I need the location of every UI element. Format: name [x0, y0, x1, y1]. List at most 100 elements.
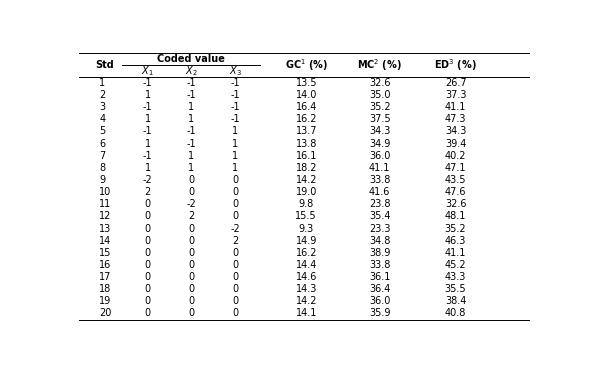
- Text: 38.9: 38.9: [369, 248, 390, 258]
- Text: 15.5: 15.5: [295, 211, 317, 221]
- Text: 0: 0: [232, 297, 238, 306]
- Text: 0: 0: [188, 175, 195, 185]
- Text: 1: 1: [232, 139, 238, 149]
- Text: -1: -1: [230, 90, 240, 100]
- Text: 14.9: 14.9: [295, 236, 317, 246]
- Text: 13.7: 13.7: [295, 126, 317, 137]
- Text: 14.1: 14.1: [295, 309, 317, 319]
- Text: 34.8: 34.8: [369, 236, 390, 246]
- Text: 2: 2: [188, 211, 195, 221]
- Text: 41.1: 41.1: [445, 102, 466, 112]
- Text: 2: 2: [100, 90, 106, 100]
- Text: 3: 3: [100, 102, 106, 112]
- Text: 1: 1: [232, 151, 238, 161]
- Text: 19: 19: [100, 297, 111, 306]
- Text: -1: -1: [230, 102, 240, 112]
- Text: 0: 0: [188, 248, 195, 258]
- Text: 1: 1: [100, 78, 106, 88]
- Text: 1: 1: [188, 163, 195, 173]
- Text: -2: -2: [143, 175, 152, 185]
- Text: GC$^1$ (%): GC$^1$ (%): [285, 57, 328, 73]
- Text: 14.6: 14.6: [295, 272, 317, 282]
- Text: 23.3: 23.3: [369, 224, 391, 233]
- Text: 10: 10: [100, 187, 111, 197]
- Text: 5: 5: [100, 126, 106, 137]
- Text: 16.4: 16.4: [295, 102, 317, 112]
- Text: 32.6: 32.6: [445, 199, 466, 209]
- Text: 36.1: 36.1: [369, 272, 390, 282]
- Text: 45.2: 45.2: [445, 260, 466, 270]
- Text: 19.0: 19.0: [295, 187, 317, 197]
- Text: 18.2: 18.2: [295, 163, 317, 173]
- Text: 14.2: 14.2: [295, 297, 317, 306]
- Text: 1: 1: [232, 126, 238, 137]
- Text: -2: -2: [186, 199, 196, 209]
- Text: 13.5: 13.5: [295, 78, 317, 88]
- Text: 0: 0: [145, 199, 151, 209]
- Text: 9.3: 9.3: [299, 224, 314, 233]
- Text: -1: -1: [143, 126, 152, 137]
- Text: 36.0: 36.0: [369, 151, 390, 161]
- Text: Std: Std: [95, 60, 113, 70]
- Text: -1: -1: [187, 78, 196, 88]
- Text: 20: 20: [100, 309, 111, 319]
- Text: 35.0: 35.0: [369, 90, 391, 100]
- Text: 0: 0: [145, 272, 151, 282]
- Text: 1: 1: [232, 163, 238, 173]
- Text: 16.2: 16.2: [295, 114, 317, 124]
- Text: 0: 0: [232, 187, 238, 197]
- Text: 43.3: 43.3: [445, 272, 466, 282]
- Text: 14.3: 14.3: [295, 284, 317, 294]
- Text: -1: -1: [230, 114, 240, 124]
- Text: 1: 1: [145, 139, 151, 149]
- Text: 16.1: 16.1: [295, 151, 317, 161]
- Text: 1: 1: [188, 151, 195, 161]
- Text: 37.5: 37.5: [369, 114, 391, 124]
- Text: Coded value: Coded value: [157, 54, 225, 63]
- Text: 0: 0: [145, 284, 151, 294]
- Text: 0: 0: [145, 248, 151, 258]
- Text: -2: -2: [230, 224, 240, 233]
- Text: 37.3: 37.3: [445, 90, 466, 100]
- Text: 43.5: 43.5: [445, 175, 466, 185]
- Text: -1: -1: [187, 139, 196, 149]
- Text: 9: 9: [100, 175, 106, 185]
- Text: -1: -1: [143, 102, 152, 112]
- Text: 4: 4: [100, 114, 106, 124]
- Text: 0: 0: [188, 272, 195, 282]
- Text: 16: 16: [100, 260, 111, 270]
- Text: 2: 2: [145, 187, 151, 197]
- Text: 48.1: 48.1: [445, 211, 466, 221]
- Text: 34.9: 34.9: [369, 139, 390, 149]
- Text: 8: 8: [100, 163, 106, 173]
- Text: 35.9: 35.9: [369, 309, 391, 319]
- Text: 0: 0: [232, 284, 238, 294]
- Text: ED$^3$ (%): ED$^3$ (%): [434, 57, 477, 73]
- Text: 17: 17: [100, 272, 111, 282]
- Text: 35.2: 35.2: [445, 224, 466, 233]
- Text: 0: 0: [145, 236, 151, 246]
- Text: 0: 0: [232, 175, 238, 185]
- Text: 1: 1: [145, 114, 151, 124]
- Text: 1: 1: [188, 114, 195, 124]
- Text: 9.8: 9.8: [299, 199, 314, 209]
- Text: 2: 2: [232, 236, 238, 246]
- Text: 0: 0: [188, 260, 195, 270]
- Text: MC$^2$ (%): MC$^2$ (%): [358, 57, 402, 73]
- Text: -1: -1: [187, 126, 196, 137]
- Text: -1: -1: [143, 78, 152, 88]
- Text: 0: 0: [232, 248, 238, 258]
- Text: 6: 6: [100, 139, 106, 149]
- Text: 12: 12: [100, 211, 111, 221]
- Text: -1: -1: [230, 78, 240, 88]
- Text: 7: 7: [100, 151, 106, 161]
- Text: 0: 0: [145, 309, 151, 319]
- Text: $\mathit{X_3}$: $\mathit{X_3}$: [228, 64, 241, 78]
- Text: 0: 0: [232, 309, 238, 319]
- Text: 16.2: 16.2: [295, 248, 317, 258]
- Text: 47.3: 47.3: [445, 114, 466, 124]
- Text: 36.4: 36.4: [369, 284, 390, 294]
- Text: 34.3: 34.3: [369, 126, 390, 137]
- Text: 14.0: 14.0: [295, 90, 317, 100]
- Text: 0: 0: [145, 211, 151, 221]
